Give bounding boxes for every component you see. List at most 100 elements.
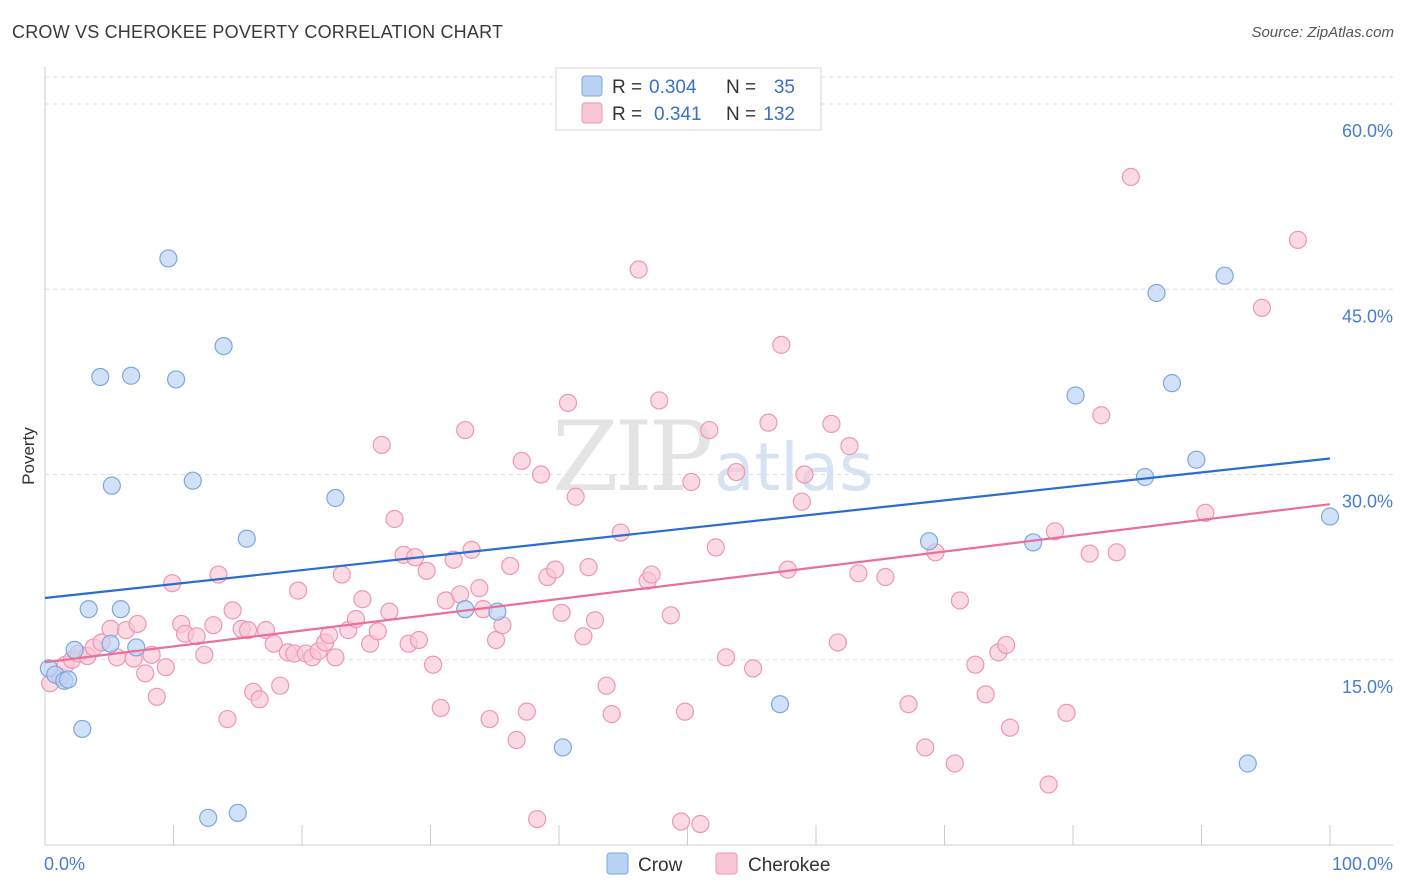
cherokee-point [716,648,736,667]
cherokee-point [517,702,536,721]
cherokee-point [187,627,206,646]
crow-point [1147,283,1166,303]
x-tick-marks [173,825,1331,845]
y-tick-label: 45.0% [1342,306,1393,326]
axes [44,67,1393,846]
grid-lines [45,76,1393,661]
crow-point [228,803,247,822]
cherokee-point [849,564,868,583]
cherokee-point [409,630,429,650]
cherokee-point [1196,503,1215,522]
legend-cherokee-n-label: N = [726,104,756,125]
cherokee-point [629,260,648,279]
cherokee-point [743,659,763,678]
cherokee-point [431,698,450,718]
cherokee-point [950,591,970,610]
cherokee-point [423,655,443,674]
cherokee-point [727,462,746,482]
crow-point [770,695,790,714]
cherokee-point [966,655,985,674]
cherokee-point [156,658,175,677]
legend-crow-n-value: 35 [774,77,795,98]
crow-point [1238,754,1257,773]
crow-trend-line [44,457,1331,600]
cherokee-point [385,509,404,529]
cherokee-point [512,451,531,471]
crow-point [1187,450,1206,469]
cherokee-point [795,465,814,484]
cherokee-point [611,523,630,542]
cherokee-point [1080,544,1099,563]
trend-lines [44,457,1331,664]
cherokee-point [579,558,598,577]
cherokee-point [642,565,661,584]
cherokee-trend-line [44,503,1331,664]
cherokee-point [1045,522,1065,541]
cherokee-point [271,676,290,695]
cherokee-point [759,413,778,432]
cherokee-point [531,465,551,484]
bottom-legend: Crow Cherokee [606,852,830,876]
cherokee-point [195,645,214,664]
cherokee-point [1092,406,1111,425]
crow-point [237,529,256,548]
crow-point [214,336,233,356]
cherokee-point [602,704,621,724]
cherokee-point [585,611,605,630]
y-axis-label: Poverty [19,427,38,485]
cherokee-point [1252,298,1271,317]
cherokee-point [876,567,895,587]
y-tick-labels: 15.0% 30.0% 45.0% 60.0% [1342,121,1393,697]
crow-point [166,370,186,389]
cherokee-point [706,538,725,557]
y-tick-label: 30.0% [1342,492,1393,512]
cherokee-point [1000,718,1020,737]
legend-swatch-crow [581,75,603,97]
crow-points [39,249,1340,827]
cherokee-point [682,472,701,492]
cherokee-point [671,812,691,831]
cherokee-point [700,420,719,440]
cherokee-point [326,648,345,667]
crow-point [553,738,572,757]
cherokee-point [1039,775,1058,794]
cherokee-point [822,414,841,433]
cherokee-point [1288,230,1307,249]
chart-source: Source: ZipAtlas.com [1251,24,1394,41]
legend-crow-n-label: N = [726,77,756,98]
cherokee-point [840,437,859,456]
bottom-legend-swatch-crow [606,852,629,875]
crow-point [101,634,120,653]
cherokee-point [128,614,147,634]
cherokee-point [976,685,995,704]
crow-point [1215,266,1234,285]
crow-point [199,808,218,827]
cherokee-point [566,487,585,506]
cherokee-point [380,602,399,621]
crow-point [159,249,178,268]
cherokee-point [223,601,242,620]
cherokee-point [289,581,308,600]
legend-crow-r-value: 0.304 [649,77,697,98]
legend-crow-r-label: R = [612,77,642,98]
crow-point [121,366,141,385]
cherokee-point [1107,543,1126,562]
y-tick-label: 60.0% [1342,121,1393,141]
cherokee-point [675,702,695,721]
cherokee-point [462,540,481,559]
legend: R = 0.304 N = 35 R = 0.341 N = 132 [555,67,822,131]
x-tick-label-min: 0.0% [44,854,85,874]
legend-cherokee-r-value: 0.341 [654,104,702,125]
crow-point [79,600,98,619]
cherokee-point [661,606,680,625]
cherokee-point [650,391,669,410]
cherokee-point [546,560,565,579]
cherokee-point [204,616,223,635]
cherokee-point [417,561,436,580]
cherokee-point [264,634,283,653]
cherokee-point [945,754,964,773]
cherokee-point [691,814,710,834]
crow-point [1320,507,1340,526]
chart-title: CROW VS CHEROKEE POVERTY CORRELATION CHA… [12,22,504,42]
cherokee-point [372,435,391,454]
